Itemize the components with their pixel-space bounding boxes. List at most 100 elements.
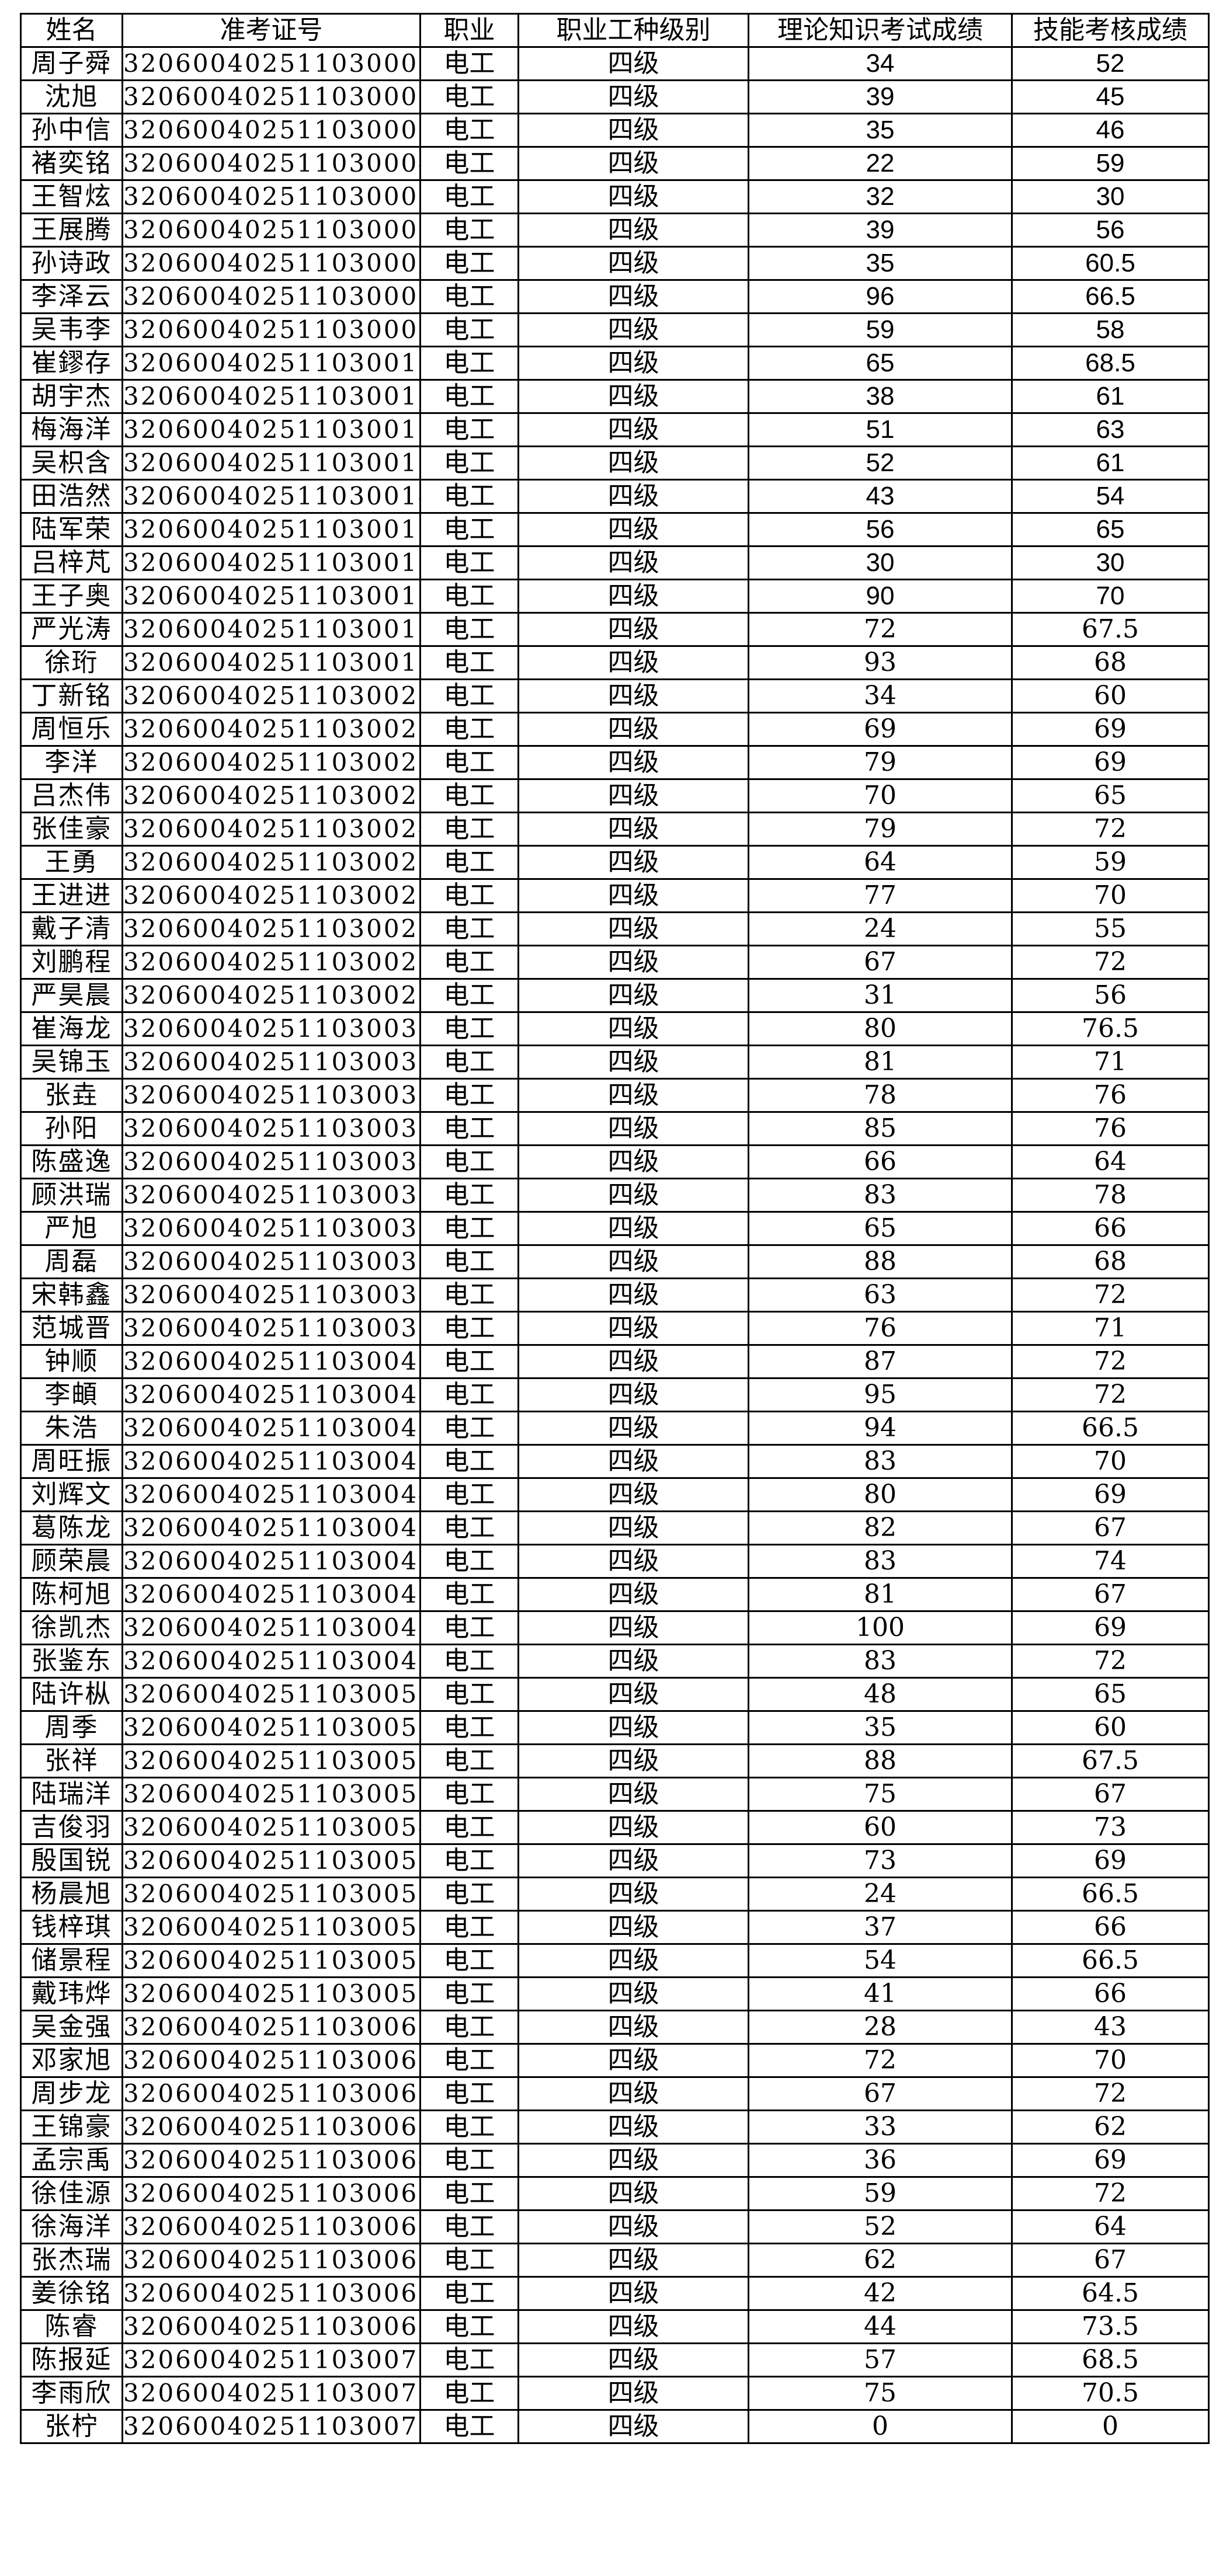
cell-level: 四级 [517, 279, 749, 314]
cell-skill-score: 67.5 [1011, 612, 1210, 647]
table-row: 王智炫 320600402511030005 电工 四级 32 30 [20, 179, 1210, 214]
cell-level: 四级 [517, 1544, 749, 1579]
cell-theory-score: 72 [748, 612, 1013, 647]
cell-level: 四级 [517, 2243, 749, 2278]
cell-exam-id: 320600402511030022 [121, 745, 421, 780]
cell-skill-score: 72 [1011, 2176, 1210, 2211]
cell-exam-id: 320600402511030068 [121, 2276, 421, 2311]
table-row: 张鉴东 320600402511030049 电工 四级 83 72 [20, 1644, 1210, 1679]
cell-exam-id: 320600402511030049 [121, 1644, 421, 1679]
cell-occupation: 电工 [419, 745, 519, 780]
cell-level: 四级 [517, 2209, 749, 2244]
table-row: 储景程 320600402511030058 电工 四级 54 66.5 [20, 1943, 1210, 1978]
cell-theory-score: 31 [748, 978, 1013, 1013]
cell-exam-id: 320600402511030035 [121, 1178, 421, 1213]
table-row: 孙中信 320600402511030003 电工 四级 35 46 [20, 113, 1210, 148]
cell-occupation: 电工 [419, 2409, 519, 2444]
cell-name: 梅海洋 [20, 412, 123, 447]
cell-exam-id: 320600402511030036 [121, 1211, 421, 1246]
table-row: 陈盛逸 320600402511030034 电工 四级 66 64 [20, 1144, 1210, 1179]
cell-level: 四级 [517, 612, 749, 647]
cell-theory-score: 35 [748, 246, 1013, 281]
table-row: 邓家旭 320600402511030061 电工 四级 72 70 [20, 2043, 1210, 2078]
cell-level: 四级 [517, 978, 749, 1013]
cell-level: 四级 [517, 1011, 749, 1046]
cell-occupation: 电工 [419, 2010, 519, 2045]
cell-exam-id: 320600402511030021 [121, 712, 421, 747]
cell-name: 戴玮烨 [20, 1976, 123, 2011]
cell-level: 四级 [517, 1743, 749, 1778]
cell-theory-score: 100 [748, 1610, 1013, 1645]
cell-skill-score: 67 [1011, 1577, 1210, 1612]
cell-name: 储景程 [20, 1943, 123, 1978]
cell-skill-score: 72 [1011, 812, 1210, 847]
cell-level: 四级 [517, 1644, 749, 1679]
cell-exam-id: 320600402511030037 [121, 1244, 421, 1279]
cell-occupation: 电工 [419, 1277, 519, 1313]
cell-level: 四级 [517, 1477, 749, 1512]
cell-skill-score: 66.5 [1011, 1943, 1210, 1978]
cell-exam-id: 320600402511030016 [121, 545, 421, 580]
table-row: 沈旭 320600402511030002 电工 四级 39 45 [20, 79, 1210, 114]
cell-occupation: 电工 [419, 545, 519, 580]
cell-theory-score: 52 [748, 2209, 1013, 2244]
cell-level: 四级 [517, 1910, 749, 1945]
cell-level: 四级 [517, 1577, 749, 1612]
cell-theory-score: 65 [748, 346, 1013, 381]
cell-level: 四级 [517, 2342, 749, 2377]
cell-theory-score: 63 [748, 1277, 1013, 1313]
cell-level: 四级 [517, 1144, 749, 1179]
cell-exam-id: 320600402511030019 [121, 645, 421, 680]
cell-theory-score: 48 [748, 1677, 1013, 1712]
cell-level: 四级 [517, 179, 749, 214]
cell-theory-score: 39 [748, 213, 1013, 248]
cell-exam-id: 320600402511030055 [121, 1843, 421, 1878]
cell-level: 四级 [517, 2043, 749, 2078]
cell-occupation: 电工 [419, 778, 519, 813]
cell-skill-score: 56 [1011, 978, 1210, 1013]
cell-name: 吕杰伟 [20, 778, 123, 813]
cell-exam-id: 320600402511030038 [121, 1277, 421, 1313]
cell-occupation: 电工 [419, 1011, 519, 1046]
table-row: 田浩然 320600402511030014 电工 四级 43 54 [20, 479, 1210, 514]
cell-exam-id: 320600402511030002 [121, 79, 421, 114]
table-row: 徐凯杰 320600402511030048 电工 四级 100 69 [20, 1610, 1210, 1645]
cell-level: 四级 [517, 1078, 749, 1113]
cell-occupation: 电工 [419, 1311, 519, 1346]
cell-theory-score: 94 [748, 1411, 1013, 1446]
cell-name: 戴子清 [20, 911, 123, 946]
header-level: 职业工种级别 [517, 13, 749, 48]
cell-skill-score: 69 [1011, 1843, 1210, 1878]
cell-level: 四级 [517, 1943, 749, 1978]
cell-theory-score: 75 [748, 2376, 1013, 2411]
table-row: 徐珩 320600402511030019 电工 四级 93 68 [20, 645, 1210, 680]
table-row: 丁新铭 320600402511030020 电工 四级 34 60 [20, 678, 1210, 713]
cell-exam-id: 320600402511030065 [121, 2176, 421, 2211]
cell-theory-score: 95 [748, 1377, 1013, 1412]
table-row: 严光涛 320600402511030018 电工 四级 72 67.5 [20, 612, 1210, 647]
cell-name: 沈旭 [20, 79, 123, 114]
cell-theory-score: 83 [748, 1544, 1013, 1579]
table-body: 周子舜 320600402511030001 电工 四级 34 52 沈旭 320600402… [20, 46, 1210, 2444]
table-row: 吴锦玉 320600402511030031 电工 四级 81 71 [20, 1045, 1210, 1080]
cell-theory-score: 69 [748, 712, 1013, 747]
cell-theory-score: 93 [748, 645, 1013, 680]
cell-theory-score: 65 [748, 1211, 1013, 1246]
cell-name: 陆许枞 [20, 1677, 123, 1712]
cell-theory-score: 0 [748, 2409, 1013, 2444]
table-row: 严昊晨 320600402511030029 电工 四级 31 56 [20, 978, 1210, 1013]
cell-level: 四级 [517, 412, 749, 447]
cell-level: 四级 [517, 379, 749, 414]
header-skill-score: 技能考核成绩 [1011, 13, 1210, 48]
table-row: 梅海洋 320600402511030012 电工 四级 51 63 [20, 412, 1210, 447]
table-row: 陆瑞洋 320600402511030053 电工 四级 75 67 [20, 1777, 1210, 1812]
cell-name: 张杰瑞 [20, 2243, 123, 2278]
cell-name: 崔鏐存 [20, 346, 123, 381]
cell-skill-score: 72 [1011, 1377, 1210, 1412]
cell-occupation: 电工 [419, 1577, 519, 1612]
cell-skill-score: 52 [1011, 46, 1210, 81]
cell-name: 陈报延 [20, 2342, 123, 2377]
table-row: 周恒乐 320600402511030021 电工 四级 69 69 [20, 712, 1210, 747]
cell-theory-score: 60 [748, 1810, 1013, 1845]
cell-skill-score: 63 [1011, 412, 1210, 447]
